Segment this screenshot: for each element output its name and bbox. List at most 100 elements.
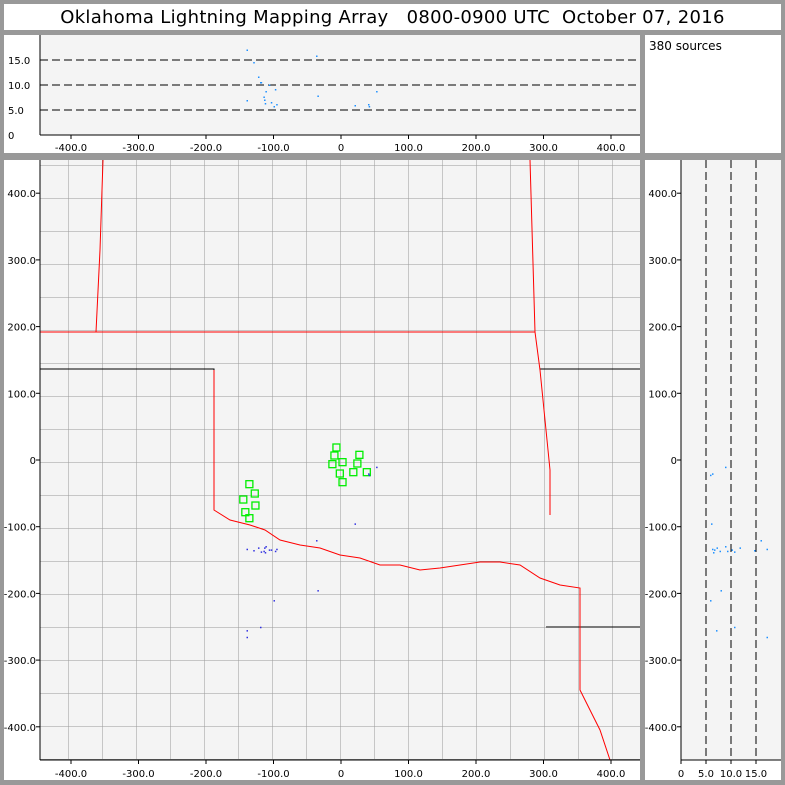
x-tick-label: -400.0 — [55, 143, 87, 154]
source-point-plan — [354, 523, 356, 525]
source-point-plan — [368, 473, 370, 475]
right-z-tick-label: 5.0 — [698, 769, 714, 780]
source-point-ns — [754, 550, 756, 552]
source-point-altitude — [260, 82, 262, 84]
lma-station-marker — [330, 451, 339, 460]
y-tick-label: -300.0 — [4, 656, 36, 667]
source-point-ns — [760, 540, 762, 542]
source-point-ns — [710, 474, 712, 477]
y-tick-label: 100.0 — [7, 389, 36, 400]
x-tick-label: -100.0 — [257, 769, 289, 780]
y-tick-label: 0 — [671, 456, 677, 467]
source-point-ns — [727, 550, 729, 553]
source-point-plan — [270, 549, 273, 551]
lma-station-marker — [349, 468, 358, 477]
y-tick-label: 300.0 — [648, 256, 677, 267]
right-z-tick-label: 10.0 — [720, 769, 742, 780]
source-point-altitude — [368, 104, 370, 106]
source-point-ns — [716, 630, 718, 632]
top-z-tick-label: 10.0 — [8, 81, 30, 92]
source-point-plan — [274, 550, 277, 553]
source-point-altitude — [317, 95, 319, 97]
x-tick-label: -400.0 — [55, 769, 87, 780]
x-tick-label: 200.0 — [462, 769, 491, 780]
x-tick-label: -300.0 — [122, 143, 154, 154]
y-tick-label: -100.0 — [645, 523, 677, 534]
source-point-plan — [368, 474, 371, 477]
source-point-ns — [739, 547, 741, 549]
y-tick-label: -300.0 — [645, 656, 677, 667]
lma-station-marker — [245, 514, 254, 523]
lma-station-marker — [251, 501, 260, 510]
chart-title: Oklahoma Lightning Mapping Array 0800-09… — [4, 4, 781, 30]
source-point-plan — [316, 540, 318, 542]
y-tick-label: -400.0 — [645, 723, 677, 734]
source-point-ns — [719, 550, 721, 553]
source-point-plan — [246, 630, 248, 632]
lma-station-marker — [338, 458, 347, 467]
source-point-ns — [766, 636, 768, 639]
lma-station-marker — [362, 468, 371, 477]
y-tick-label: -200.0 — [645, 589, 677, 600]
source-point-plan — [317, 590, 319, 592]
source-point-altitude — [253, 62, 255, 64]
county-lines — [40, 160, 640, 760]
source-point-ns — [716, 547, 718, 549]
y-tick-label: -200.0 — [4, 589, 36, 600]
source-point-ns — [766, 548, 768, 551]
source-point-plan — [276, 548, 278, 551]
x-tick-label: -200.0 — [190, 769, 222, 780]
source-point-ns — [720, 590, 722, 592]
x-tick-label: -200.0 — [190, 143, 222, 154]
source-point-altitude — [376, 91, 378, 93]
source-point-ns — [725, 546, 727, 548]
source-point-altitude — [264, 99, 266, 101]
source-point-plan — [257, 547, 260, 549]
x-tick-label: 0 — [338, 769, 344, 780]
source-point-altitude — [270, 102, 273, 104]
x-tick-label: -300.0 — [122, 769, 154, 780]
source-point-plan — [263, 550, 265, 553]
source-count: 380 sources — [645, 35, 781, 153]
lma-station-marker — [250, 489, 259, 498]
source-point-altitude — [268, 84, 271, 86]
top-z-tick-label: 15.0 — [8, 56, 30, 67]
source-point-plan — [268, 549, 271, 551]
x-tick-label: 400.0 — [597, 143, 626, 154]
y-tick-label: 400.0 — [648, 189, 677, 200]
source-point-ns — [711, 523, 713, 525]
y-tick-label: 200.0 — [648, 323, 677, 334]
x-tick-label: 0 — [338, 143, 344, 154]
right-z-tick-label: 0 — [678, 769, 684, 780]
lma-station-marker — [245, 480, 254, 489]
lma-station-marker — [355, 450, 364, 459]
source-point-altitude — [274, 89, 277, 91]
lma-station-marker — [328, 460, 337, 469]
source-point-altitude — [264, 103, 267, 105]
source-point-ns — [712, 548, 714, 551]
lma-station-marker — [239, 495, 248, 504]
source-point-plan — [246, 636, 248, 639]
source-point-altitude — [265, 91, 267, 93]
source-point-ns — [712, 473, 714, 475]
source-point-ns — [710, 600, 712, 602]
lma-station-marker — [338, 478, 347, 487]
y-tick-label: -400.0 — [4, 723, 36, 734]
source-point-ns — [713, 552, 715, 554]
x-tick-label: 300.0 — [529, 143, 558, 154]
source-point-plan — [376, 466, 378, 469]
source-point-altitude — [368, 106, 371, 108]
source-point-altitude — [316, 55, 318, 57]
y-tick-label: 100.0 — [648, 389, 677, 400]
source-point-altitude — [273, 106, 275, 108]
y-tick-label: -100.0 — [4, 523, 36, 534]
source-point-plan — [264, 547, 266, 549]
source-point-plan — [246, 548, 248, 551]
x-tick-label: -100.0 — [257, 143, 289, 154]
y-tick-label: 0 — [30, 456, 36, 467]
y-tick-label: 200.0 — [7, 323, 36, 334]
source-point-ns — [714, 549, 716, 551]
source-point-altitude — [246, 49, 248, 51]
source-point-ns — [734, 551, 736, 553]
